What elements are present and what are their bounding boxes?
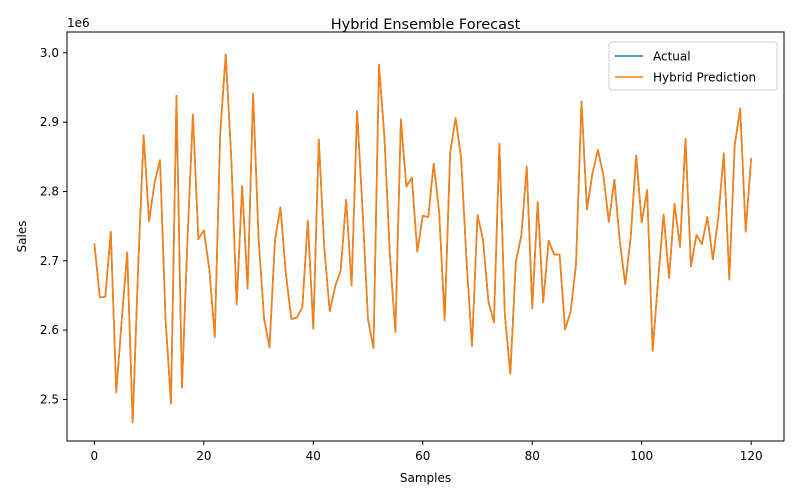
plot-area-frame bbox=[66, 31, 785, 442]
legend-label-actual: Actual bbox=[653, 50, 691, 64]
x-tick-label: 100 bbox=[630, 449, 653, 463]
y-tick-label: 2.8 bbox=[40, 184, 59, 198]
x-tick-label: 60 bbox=[415, 449, 430, 463]
y-axis-label: Sales bbox=[15, 221, 29, 253]
x-tick-label: 120 bbox=[740, 449, 763, 463]
y-axis-scale-label: 1e6 bbox=[67, 16, 90, 30]
y-tick-label: 2.9 bbox=[40, 115, 59, 129]
y-tick-label: 2.6 bbox=[40, 323, 59, 337]
series-layer bbox=[93, 53, 752, 424]
x-tick-label: 20 bbox=[196, 449, 211, 463]
legend-label-hybrid-prediction: Hybrid Prediction bbox=[653, 71, 756, 85]
chart-title: Hybrid Ensemble Forecast bbox=[331, 17, 521, 33]
y-tick-label: 2.5 bbox=[40, 392, 59, 406]
y-tick-label: 2.7 bbox=[40, 254, 59, 268]
series-line-hybrid-prediction bbox=[93, 53, 752, 424]
x-axis-label: Samples bbox=[400, 471, 451, 485]
y-axis-ticks: 2.5 2.6 2.7 2.8 2.9 3.0 bbox=[40, 46, 67, 406]
x-tick-label: 40 bbox=[306, 449, 321, 463]
x-axis-ticks: 0 20 40 60 80 100 120 bbox=[91, 441, 763, 463]
y-tick-label: 3.0 bbox=[40, 46, 59, 60]
x-tick-label: 80 bbox=[525, 449, 540, 463]
legend-box bbox=[608, 41, 778, 91]
x-tick-label: 0 bbox=[91, 449, 99, 463]
legend: Actual Hybrid Prediction bbox=[608, 41, 778, 91]
